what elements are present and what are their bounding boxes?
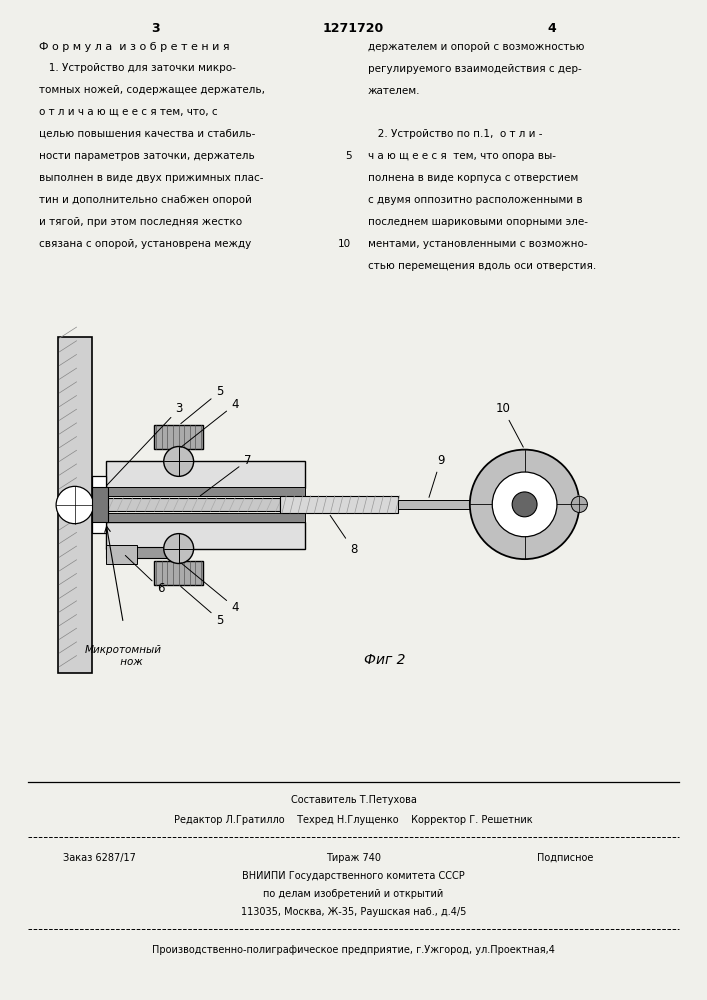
Text: о т л и ч а ю щ е е с я тем, что, с: о т л и ч а ю щ е е с я тем, что, с (39, 107, 218, 117)
Bar (106, 547, 168, 558)
Text: по делам изобретений и открытий: по делам изобретений и открытий (264, 889, 443, 899)
Text: 9: 9 (429, 454, 445, 497)
Text: ментами, установленными с возможно-: ментами, установленными с возможно- (368, 239, 588, 249)
Circle shape (512, 492, 537, 517)
Text: целью повышения качества и стабиль-: целью повышения качества и стабиль- (39, 129, 255, 139)
Text: Заказ 6287/17: Заказ 6287/17 (62, 853, 136, 863)
Text: томных ножей, содержащее держатель,: томных ножей, содержащее держатель, (39, 85, 265, 95)
Text: стью перемещения вдоль оси отверстия.: стью перемещения вдоль оси отверстия. (368, 261, 596, 271)
Text: ч а ю щ е е с я  тем, что опора вы-: ч а ю щ е е с я тем, что опора вы- (368, 151, 556, 161)
Text: ВНИИПИ Государственного комитета СССР: ВНИИПИ Государственного комитета СССР (242, 871, 465, 881)
Text: 5: 5 (181, 385, 223, 424)
Bar (106, 487, 305, 496)
Text: последнем шариковыми опорными эле-: последнем шариковыми опорными эле- (368, 217, 588, 227)
Text: Производственно-полиграфическое предприятие, г.Ужгород, ул.Проектная,4: Производственно-полиграфическое предприя… (152, 945, 555, 955)
Text: 1271720: 1271720 (323, 22, 384, 35)
Text: держателем и опорой с возможностью: держателем и опорой с возможностью (368, 42, 584, 52)
Text: 6: 6 (125, 555, 165, 595)
Circle shape (56, 486, 93, 524)
Text: 5: 5 (345, 151, 352, 161)
Text: Редактор Л.Гратилло    Техред Н.Глущенко    Корректор Г. Решетник: Редактор Л.Гратилло Техред Н.Глущенко Ко… (174, 815, 533, 825)
Circle shape (492, 472, 557, 537)
Bar (92, 476, 106, 533)
Text: 10: 10 (338, 239, 351, 249)
Text: Ф о р м у л а  и з о б р е т е н и я: Ф о р м у л а и з о б р е т е н и я (39, 42, 230, 52)
Text: 10: 10 (496, 402, 523, 447)
Text: Подписное: Подписное (537, 853, 594, 863)
Text: выполнен в виде двух прижимных плас-: выполнен в виде двух прижимных плас- (39, 173, 264, 183)
Circle shape (164, 534, 194, 563)
Bar (154, 561, 203, 585)
Text: 2. Устройство по п.1,  о т л и -: 2. Устройство по п.1, о т л и - (368, 129, 542, 139)
Text: жателем.: жателем. (368, 86, 420, 96)
Bar (106, 522, 305, 549)
Bar (280, 496, 398, 513)
Text: с двумя оппозитно расположенными в: с двумя оппозитно расположенными в (368, 195, 583, 205)
Text: ности параметров заточки, держатель: ности параметров заточки, держатель (39, 151, 255, 161)
Text: 4: 4 (181, 563, 239, 614)
Bar (106, 461, 305, 488)
Text: 7: 7 (200, 454, 252, 496)
Text: 4: 4 (181, 398, 239, 447)
Text: 3: 3 (107, 402, 183, 486)
Bar (398, 500, 479, 509)
Text: полнена в виде корпуса с отверстием: полнена в виде корпуса с отверстием (368, 173, 578, 183)
Text: 113035, Москва, Ж-35, Раушская наб., д.4/5: 113035, Москва, Ж-35, Раушская наб., д.4… (241, 907, 466, 917)
Circle shape (470, 450, 579, 559)
Bar (92, 487, 107, 522)
Bar (58, 337, 92, 673)
Bar (154, 425, 203, 449)
Text: Тираж 740: Тираж 740 (326, 853, 381, 863)
Text: и тягой, при этом последняя жестко: и тягой, при этом последняя жестко (39, 217, 242, 227)
Bar (106, 513, 305, 522)
Text: Микротомный
     нож: Микротомный нож (85, 645, 162, 667)
Text: тин и дополнительно снабжен опорой: тин и дополнительно снабжен опорой (39, 195, 252, 205)
Text: 3: 3 (151, 22, 160, 35)
Text: Фиг 2: Фиг 2 (364, 653, 405, 667)
Text: регулируемого взаимодействия с дер-: регулируемого взаимодействия с дер- (368, 64, 581, 74)
Text: 1. Устройство для заточки микро-: 1. Устройство для заточки микро- (39, 63, 235, 73)
Bar (106, 545, 137, 564)
Text: 8: 8 (330, 515, 357, 556)
Bar (106, 498, 280, 511)
Circle shape (571, 496, 588, 512)
Text: связана с опорой, установрена между: связана с опорой, установрена между (39, 239, 251, 249)
Text: 5: 5 (181, 586, 223, 627)
Text: Составитель Т.Петухова: Составитель Т.Петухова (291, 795, 416, 805)
Text: 4: 4 (547, 22, 556, 35)
Circle shape (164, 447, 194, 476)
